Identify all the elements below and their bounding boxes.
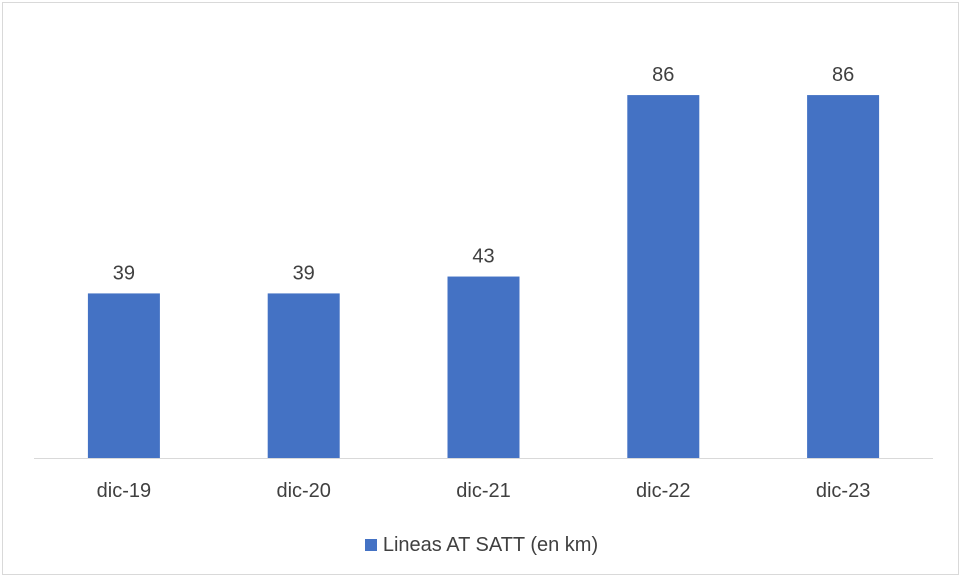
category-label-dic-23: dic-23 <box>816 480 870 502</box>
category-label-dic-20: dic-20 <box>276 480 330 502</box>
data-label-dic-21: 43 <box>472 246 494 268</box>
category-label-dic-21: dic-21 <box>456 480 510 502</box>
bar-dic-23 <box>807 95 880 458</box>
bars-group <box>87 95 880 458</box>
data-label-dic-19: 39 <box>113 262 135 284</box>
category-label-dic-19: dic-19 <box>97 480 151 502</box>
data-label-dic-20: 39 <box>293 262 315 284</box>
legend-swatch <box>364 539 377 551</box>
bar-dic-20 <box>267 293 340 458</box>
bar-dic-21 <box>447 276 520 458</box>
legend: Lineas AT SATT (en km) <box>0 532 963 558</box>
bar-dic-22 <box>627 95 700 458</box>
bar-dic-19 <box>87 293 160 458</box>
legend-label: Lineas AT SATT (en km) <box>382 533 599 556</box>
data-label-dic-23: 86 <box>832 64 854 86</box>
data-label-dic-22: 86 <box>652 64 674 86</box>
category-label-dic-22: dic-22 <box>636 480 690 502</box>
category-labels-group: dic-19 dic-20 dic-21 dic-22 dic-23 <box>97 480 871 502</box>
data-labels-group: 39 39 43 86 86 <box>113 64 854 284</box>
